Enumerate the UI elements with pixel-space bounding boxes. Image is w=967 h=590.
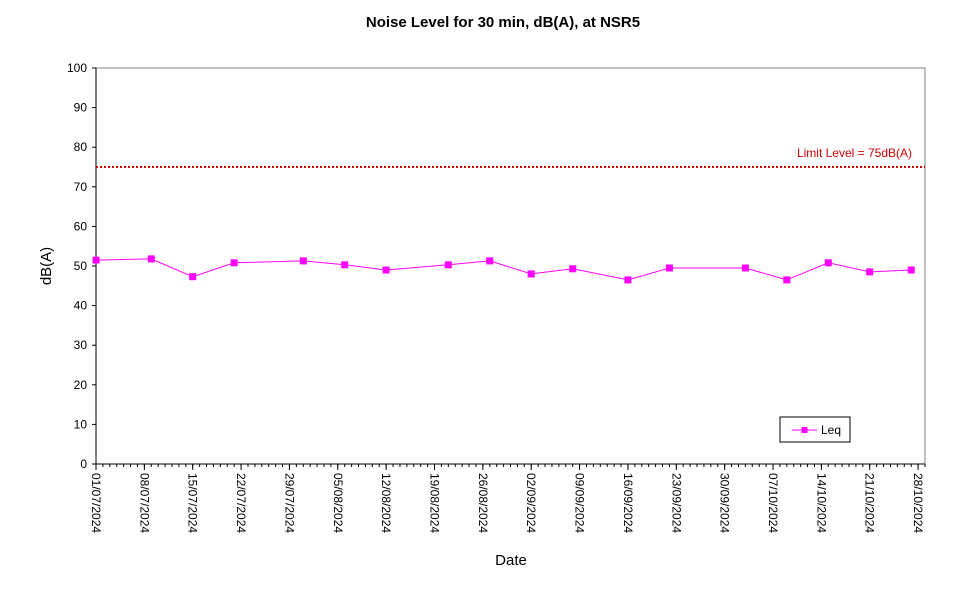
x-tick-label: 30/09/2024: [718, 473, 732, 533]
plot-area: [95, 67, 926, 465]
limit-level-label: Limit Level = 75dB(A): [797, 146, 912, 160]
x-axis: 01/07/2024 08/07/2024 15/07/2024 22/07/2024…: [89, 463, 926, 533]
data-point-leq: [299, 257, 307, 265]
legend-marker-leq: [801, 427, 808, 433]
data-point-leq: [92, 256, 100, 264]
x-tick-label: 29/07/2024: [282, 473, 296, 533]
x-tick-label: 21/10/2024: [863, 473, 877, 533]
y-tick-label: 10: [74, 417, 88, 431]
x-tick-label: 14/10/2024: [814, 473, 828, 533]
x-tick-label: 16/09/2024: [621, 473, 635, 533]
x-tick-label: 26/08/2024: [476, 473, 490, 533]
series-line-leq: [95, 258, 912, 281]
y-axis-title: dB(A): [38, 247, 55, 285]
x-tick-label: 19/08/2024: [428, 473, 442, 533]
y-tick-label: 40: [74, 299, 88, 313]
series-layer: [92, 255, 915, 284]
y-tick-label: 30: [74, 338, 88, 352]
x-tick-label: 12/08/2024: [379, 473, 393, 533]
data-point-leq: [486, 257, 494, 265]
data-point-leq: [624, 276, 632, 284]
data-point-leq: [341, 261, 349, 269]
reference-lines: Limit Level = 75dB(A): [96, 146, 925, 168]
x-tick-label: 09/09/2024: [573, 473, 587, 533]
data-point-leq: [741, 264, 749, 272]
x-tick-label: 28/10/2024: [911, 473, 925, 533]
x-axis-title: Date: [495, 552, 527, 569]
data-point-leq: [665, 264, 673, 272]
y-tick-label: 90: [74, 101, 88, 115]
y-tick-label: 50: [74, 259, 88, 273]
data-point-leq: [907, 266, 915, 274]
x-tick-label: 01/07/2024: [89, 473, 103, 533]
x-tick-label: 15/07/2024: [186, 473, 200, 533]
data-point-leq: [230, 259, 238, 267]
data-point-leq: [527, 270, 535, 278]
data-point-leq: [569, 265, 577, 273]
y-tick-label: 0: [80, 457, 87, 471]
x-tick-label: 05/08/2024: [331, 473, 345, 533]
x-tick-label: 22/07/2024: [234, 473, 248, 533]
data-point-leq: [444, 261, 452, 269]
legend-label-leq: Leq: [821, 423, 841, 437]
data-point-leq: [147, 255, 155, 263]
data-point-leq: [824, 259, 832, 267]
x-tick-label: 23/09/2024: [669, 473, 683, 533]
chart-title: Noise Level for 30 min, dB(A), at NSR5: [366, 14, 640, 31]
y-tick-label: 80: [74, 140, 88, 154]
data-point-leq: [382, 266, 390, 274]
x-tick-label: 02/09/2024: [524, 473, 538, 533]
y-tick-label: 100: [67, 61, 87, 75]
data-point-leq: [783, 276, 791, 284]
y-axis: 0 10 20 30 40 50 60 70 80 90 100: [67, 61, 97, 471]
y-tick-label: 20: [74, 378, 88, 392]
data-point-leq: [866, 268, 874, 276]
legend: Leq: [779, 416, 851, 443]
y-tick-label: 60: [74, 219, 88, 233]
data-point-leq: [189, 273, 197, 281]
x-tick-label: 08/07/2024: [137, 473, 151, 533]
x-tick-label: 07/10/2024: [766, 473, 780, 533]
y-tick-label: 70: [74, 180, 88, 194]
